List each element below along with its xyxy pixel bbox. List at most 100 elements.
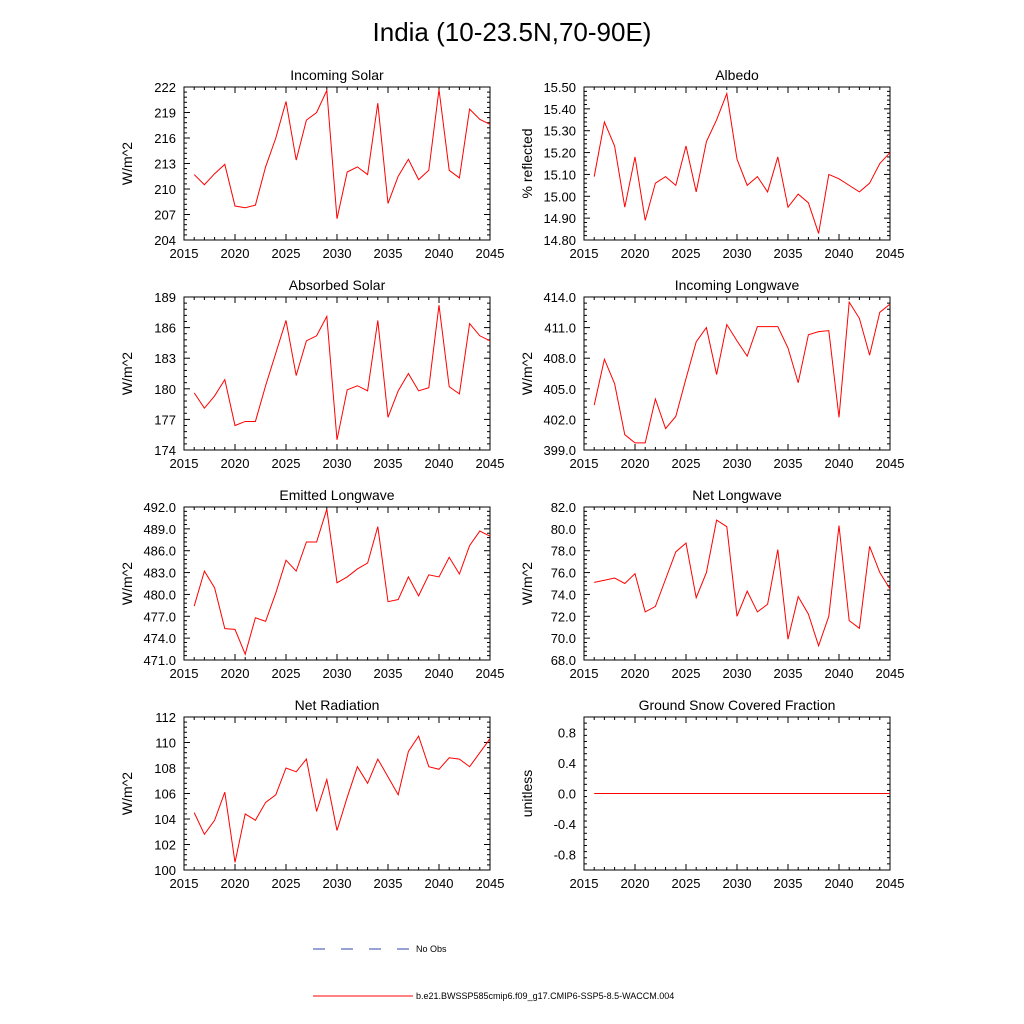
data-point [675,793,676,794]
y-tick-label: 399.0 [543,443,576,458]
plot-frame [583,506,891,661]
data-point [645,793,646,794]
series-line [193,305,491,440]
data-point [408,751,409,752]
data-point [594,405,595,406]
data-point [594,582,595,583]
y-tick-label: 480.0 [143,587,176,602]
x-tick-label: 2045 [476,456,505,471]
plot-frame [583,86,891,241]
y-tick-label: 74.0 [551,587,576,602]
data-point [469,323,470,324]
data-point [194,605,195,606]
data-point [255,617,256,618]
x-tick-label: 2035 [774,246,803,261]
x-tick-label: 2035 [774,666,803,681]
data-point [757,176,758,177]
data-point [859,793,860,794]
data-point [716,520,717,521]
y-tick-label: 177 [154,412,176,427]
data-point [326,509,327,510]
data-point [849,793,850,794]
data-point [808,793,809,794]
x-tick-label: 2025 [672,666,701,681]
panel-incoming-longwave: Incoming Longwave W/m^2 2015 2020 2025 2030 20… [519,277,904,471]
data-point [449,757,450,758]
data-point [347,171,348,172]
data-point [357,568,358,569]
data-point [194,392,195,393]
y-tick-label: 15.10 [543,167,576,182]
y-axis-label: W/m^2 [119,142,135,185]
data-point [889,152,890,153]
y-tick-label: 106 [154,787,176,802]
legend: No Obs b.e21.BWSSP585cmip6.f09_g17.CMIP6… [313,944,674,1001]
y-tick-label: 402.0 [543,412,576,427]
data-point [316,541,317,542]
data-point [859,628,860,629]
series-line [594,519,891,648]
data-point [798,382,799,383]
data-point [808,202,809,203]
data-point [387,417,388,418]
legend-label-model: b.e21.BWSSP585cmip6.f09_g17.CMIP6-SSP5-8… [416,991,674,1001]
data-point [438,305,439,306]
plot-frame [183,296,491,451]
data-point [767,191,768,192]
data-point [489,738,490,739]
x-tick-label: 2025 [272,876,301,891]
y-tick-label: 204 [154,233,176,248]
y-tick-label: 492.0 [143,500,176,515]
data-point [828,174,829,175]
data-point [757,326,758,327]
data-point [224,379,225,380]
y-tick-label: 0.0 [558,787,576,802]
y-tick-label: 15.00 [543,189,576,204]
data-point [787,639,788,640]
x-tick-label: 2015 [570,876,599,891]
x-tick-label: 2040 [825,456,854,471]
data-point [398,176,399,177]
x-tick-label: 2030 [723,246,752,261]
panel-title: Albedo [715,67,759,83]
y-tick-label: 222 [154,80,176,95]
data-point [418,595,419,596]
data-point [489,536,490,537]
data-point [624,207,625,208]
y-tick-label: 80.0 [551,522,576,537]
data-point [869,183,870,184]
data-point [459,573,460,574]
y-tick-label: 213 [154,157,176,172]
data-point [224,164,225,165]
y-tick-label: 471.0 [143,653,176,668]
data-point [604,580,605,581]
data-point [306,340,307,341]
data-point [234,862,235,863]
data-point [245,421,246,422]
data-point [255,205,256,206]
data-point [736,793,737,794]
data-point [696,597,697,598]
data-point [245,207,246,208]
data-point [265,166,266,167]
panel-incoming-solar: Incoming Solar W/m^2 2015 2020 2025 2030 2035 2… [119,67,504,261]
y-tick-label: 76.0 [551,566,576,581]
x-tick-label: 2035 [374,246,403,261]
y-tick-label: 100 [154,863,176,878]
data-point [469,545,470,546]
data-point [336,582,337,583]
panel-net-radiation: Net Radiation W/m^2 2015 2020 2025 2030 2035 20… [119,697,504,891]
y-tick-label: 15.30 [543,124,576,139]
data-point [326,779,327,780]
x-tick-label: 2030 [323,876,352,891]
data-point [808,614,809,615]
x-tick-label: 2015 [570,456,599,471]
y-tick-label: 0.4 [558,756,576,771]
data-point [306,758,307,759]
data-point [438,769,439,770]
data-point [316,811,317,812]
data-point [357,166,358,167]
y-tick-label: 108 [154,761,176,776]
panel-net-longwave: Net Longwave W/m^2 2015 2020 2025 2030 2035 204… [519,487,904,681]
